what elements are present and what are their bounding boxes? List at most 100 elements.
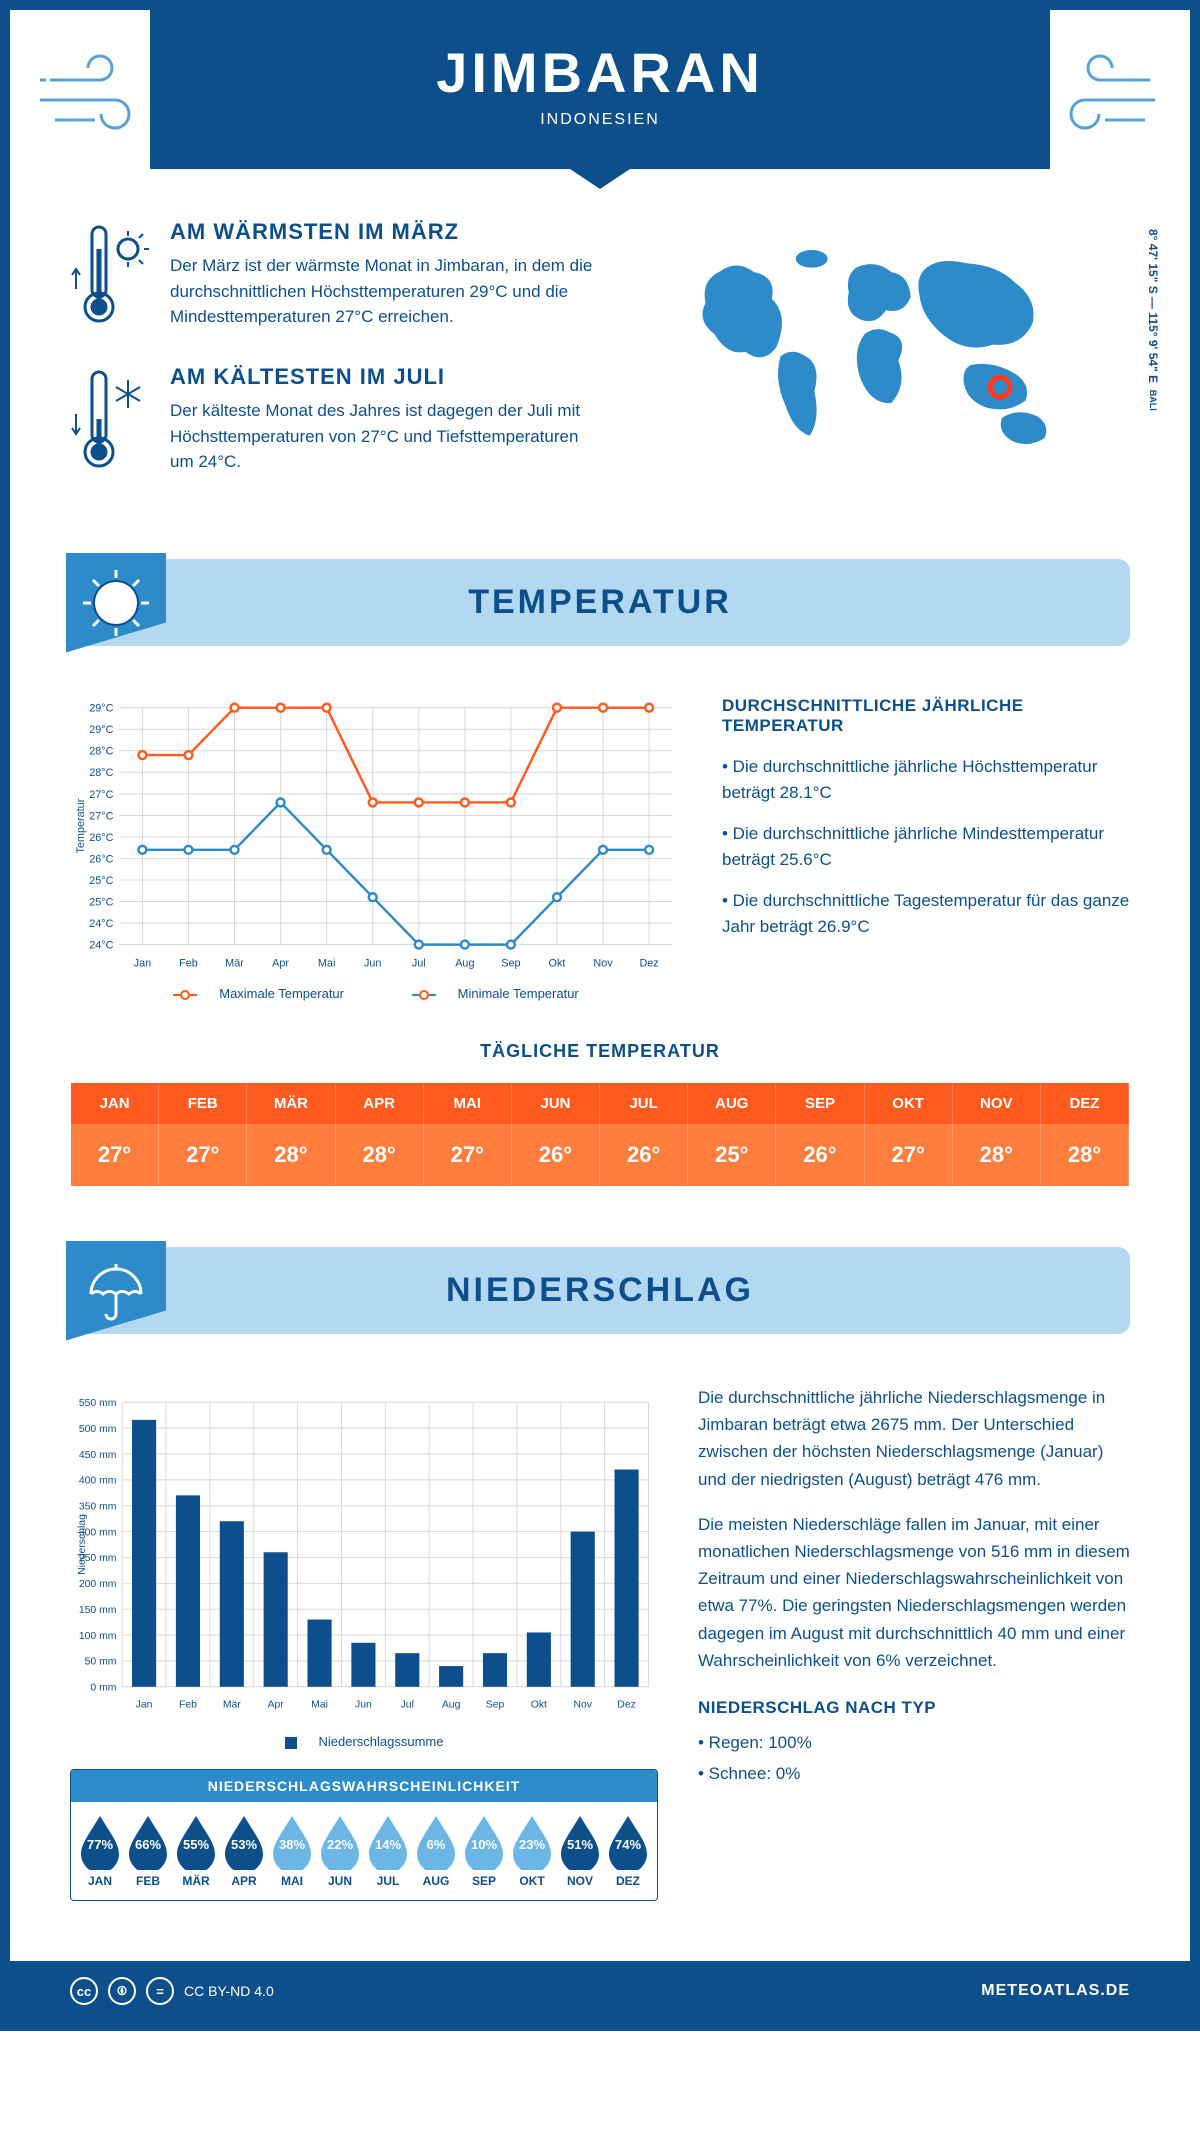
- svg-text:Aug: Aug: [455, 957, 474, 969]
- prob-month: APR: [221, 1874, 267, 1888]
- svg-text:25°C: 25°C: [89, 875, 113, 887]
- temp-col: MÄR 28°: [247, 1083, 335, 1186]
- daily-temp-table: TÄGLICHE TEMPERATUR JAN 27° FEB 27° MÄR …: [10, 1031, 1190, 1227]
- temp-value: 27°: [71, 1124, 159, 1186]
- month-header: JUL: [600, 1083, 688, 1124]
- temp-value: 28°: [336, 1124, 424, 1186]
- warmest-title: AM WÄRMSTEN IM MÄRZ: [170, 219, 604, 245]
- svg-text:29°C: 29°C: [89, 724, 113, 736]
- section-title: NIEDERSCHLAG: [70, 1271, 1130, 1310]
- svg-text:Nov: Nov: [573, 1700, 592, 1711]
- month-header: FEB: [159, 1083, 247, 1124]
- temp-value: 28°: [953, 1124, 1041, 1186]
- raindrop-icon: 23%: [509, 1814, 555, 1870]
- svg-text:24°C: 24°C: [89, 940, 113, 952]
- location-title: JIMBARAN: [150, 40, 1050, 105]
- prob-value: 66%: [135, 1837, 161, 1852]
- section-title: TEMPERATUR: [70, 583, 1130, 622]
- svg-text:Mär: Mär: [223, 1700, 241, 1711]
- coldest-info: AM KÄLTESTEN IM JULI Der kälteste Monat …: [70, 364, 604, 479]
- precipitation-banner: NIEDERSCHLAG: [70, 1247, 1130, 1334]
- svg-text:Dez: Dez: [617, 1700, 636, 1711]
- wind-icon: [1040, 50, 1160, 140]
- svg-text:Aug: Aug: [442, 1700, 461, 1711]
- prob-value: 23%: [519, 1837, 545, 1852]
- site-name: METEOATLAS.DE: [981, 1982, 1130, 2000]
- svg-text:26°C: 26°C: [89, 832, 113, 844]
- info-row: AM WÄRMSTEN IM MÄRZ Der März ist der wär…: [10, 169, 1190, 539]
- svg-text:400 mm: 400 mm: [79, 1476, 117, 1487]
- month-header: APR: [336, 1083, 424, 1124]
- svg-text:Nov: Nov: [593, 957, 613, 969]
- license: cc 🅯 = CC BY-ND 4.0: [70, 1977, 274, 2005]
- svg-text:27°C: 27°C: [89, 810, 113, 822]
- precip-type-title: NIEDERSCHLAG NACH TYP: [698, 1694, 1130, 1721]
- precip-description: Die durchschnittliche jährliche Niedersc…: [698, 1384, 1130, 1901]
- svg-text:150 mm: 150 mm: [79, 1605, 117, 1616]
- prob-month: MÄR: [173, 1874, 219, 1888]
- svg-text:Sep: Sep: [486, 1700, 505, 1711]
- svg-text:26°C: 26°C: [89, 853, 113, 865]
- temp-col: SEP 26°: [776, 1083, 864, 1186]
- prob-value: 53%: [231, 1837, 257, 1852]
- prob-title: NIEDERSCHLAGSWAHRSCHEINLICHKEIT: [71, 1770, 657, 1802]
- precip-para: Die meisten Niederschläge fallen im Janu…: [698, 1511, 1130, 1674]
- svg-text:350 mm: 350 mm: [79, 1502, 117, 1513]
- prob-value: 55%: [183, 1837, 209, 1852]
- temp-value: 27°: [424, 1124, 512, 1186]
- prob-value: 38%: [279, 1837, 305, 1852]
- wind-icon: [40, 50, 160, 140]
- month-header: JUN: [512, 1083, 600, 1124]
- prob-col: 22% JUN: [317, 1814, 363, 1888]
- header: JIMBARAN INDONESIEN: [150, 10, 1050, 169]
- prob-month: NOV: [557, 1874, 603, 1888]
- prob-col: 51% NOV: [557, 1814, 603, 1888]
- temp-legend: .sw:nth-of-type(1)::before{border-color:…: [70, 986, 682, 1001]
- temp-value: 26°: [600, 1124, 688, 1186]
- prob-month: OKT: [509, 1874, 555, 1888]
- prob-month: JUN: [317, 1874, 363, 1888]
- svg-text:Sep: Sep: [501, 957, 520, 969]
- warmest-text: Der März ist der wärmste Monat in Jimbar…: [170, 253, 604, 330]
- temp-value: 26°: [512, 1124, 600, 1186]
- svg-text:Okt: Okt: [531, 1700, 547, 1711]
- prob-col: 66% FEB: [125, 1814, 171, 1888]
- temp-col: DEZ 28°: [1041, 1083, 1129, 1186]
- prob-value: 14%: [375, 1837, 401, 1852]
- prob-value: 10%: [471, 1837, 497, 1852]
- temp-col: JAN 27°: [71, 1083, 159, 1186]
- svg-text:28°C: 28°C: [89, 767, 113, 779]
- warmest-info: AM WÄRMSTEN IM MÄRZ Der März ist der wär…: [70, 219, 604, 334]
- temp-col: NOV 28°: [953, 1083, 1041, 1186]
- prob-month: JAN: [77, 1874, 123, 1888]
- svg-text:Jan: Jan: [134, 957, 151, 969]
- temp-bullet: • Die durchschnittliche jährliche Höchst…: [722, 754, 1130, 805]
- month-header: AUG: [688, 1083, 776, 1124]
- precip-legend: Niederschlagssumme: [70, 1734, 658, 1749]
- raindrop-icon: 10%: [461, 1814, 507, 1870]
- temp-col: JUL 26°: [600, 1083, 688, 1186]
- raindrop-icon: 6%: [413, 1814, 459, 1870]
- prob-value: 51%: [567, 1837, 593, 1852]
- prob-month: DEZ: [605, 1874, 651, 1888]
- footer: cc 🅯 = CC BY-ND 4.0 METEOATLAS.DE: [10, 1961, 1190, 2021]
- temp-description: DURCHSCHNITTLICHE JÄHRLICHE TEMPERATUR •…: [722, 696, 1130, 1001]
- umbrella-icon: [66, 1241, 166, 1341]
- country-subtitle: INDONESIEN: [150, 111, 1050, 129]
- svg-text:100 mm: 100 mm: [79, 1631, 117, 1642]
- month-header: MAI: [424, 1083, 512, 1124]
- raindrop-icon: 74%: [605, 1814, 651, 1870]
- coldest-text: Der kälteste Monat des Jahres ist dagege…: [170, 398, 604, 475]
- raindrop-icon: 38%: [269, 1814, 315, 1870]
- prob-month: JUL: [365, 1874, 411, 1888]
- raindrop-icon: 51%: [557, 1814, 603, 1870]
- cc-icon: cc: [70, 1977, 98, 2005]
- month-header: DEZ: [1041, 1083, 1129, 1124]
- svg-text:Dez: Dez: [639, 957, 658, 969]
- svg-text:200 mm: 200 mm: [79, 1579, 117, 1590]
- svg-text:27°C: 27°C: [89, 789, 113, 801]
- precip-para: Die durchschnittliche jährliche Niedersc…: [698, 1384, 1130, 1493]
- by-icon: 🅯: [108, 1977, 136, 2005]
- month-header: OKT: [865, 1083, 953, 1124]
- svg-text:450 mm: 450 mm: [79, 1450, 117, 1461]
